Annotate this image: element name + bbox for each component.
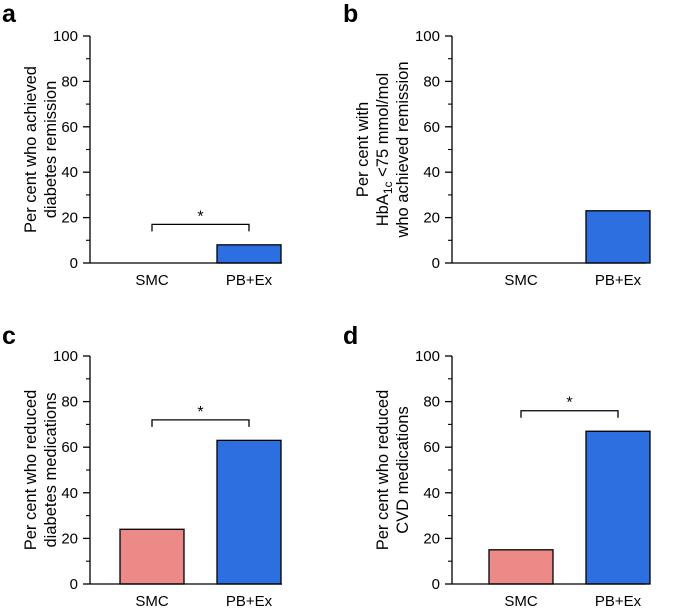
y-tick-label: 80 [423, 394, 440, 411]
y-tick-label: 60 [61, 439, 78, 456]
panel-letter: d [343, 322, 358, 350]
bar-pb-ex [216, 439, 282, 585]
y-tick-label: 100 [415, 348, 440, 365]
y-tick-label: 40 [423, 485, 440, 502]
significance-bracket [151, 223, 250, 232]
y-tick-label: 40 [61, 485, 78, 502]
y-tick-label: 100 [415, 28, 440, 45]
y-tick-label: 20 [61, 530, 78, 547]
x-category-label: PB+Ex [226, 272, 273, 289]
y-tick-label: 0 [70, 255, 78, 272]
y-axis-label: Per cent who reduced CVD medications [374, 390, 412, 551]
panel-c: c 0 20 40 60 80 100 SMC PB+Ex Per cent who reduce… [2, 322, 282, 610]
significance-marker: * [197, 404, 203, 421]
y-tick-label: 0 [432, 576, 440, 593]
bar-smc [119, 528, 185, 585]
y-tick-label: 20 [423, 210, 440, 227]
panel-d: d 0 20 40 60 80 100 SMC PB+Ex Per cent who reduce… [343, 322, 651, 610]
x-category-label: SMC [135, 272, 169, 289]
x-category-label: SMC [504, 593, 538, 610]
y-tick-label: 0 [70, 576, 78, 593]
bar-pb-ex [216, 244, 282, 264]
y-axis-label: Per cent withHbA1c <75 mmol/mol who achie… [354, 61, 412, 238]
panel-letter: c [2, 322, 16, 350]
x-category-label: PB+Ex [595, 593, 642, 610]
y-axis-label: Per cent who reduced diabetes medications [22, 390, 60, 551]
y-tick-label: 100 [53, 348, 78, 365]
y-tick-label: 20 [61, 210, 78, 227]
bar-pb-ex [585, 210, 651, 264]
y-tick-label: 80 [61, 394, 78, 411]
bar-pb-ex [585, 430, 651, 585]
significance-bracket [520, 410, 619, 418]
panel-letter: b [343, 0, 358, 28]
y-tick-label: 100 [53, 28, 78, 45]
panel-b: b 0 20 40 60 80 100 SMC PB+Ex Per cent withHbA1c … [343, 0, 651, 289]
y-tick-label: 20 [423, 530, 440, 547]
panel-letter: a [2, 0, 17, 28]
x-category-label: SMC [504, 272, 538, 289]
y-tick-label: 40 [61, 164, 78, 181]
y-axis-label: Per cent who achieved diabetes remission [22, 66, 60, 233]
x-category-label: PB+Ex [226, 593, 273, 610]
y-tick-label: 60 [423, 439, 440, 456]
y-tick-label: 60 [61, 119, 78, 136]
y-tick-label: 80 [61, 73, 78, 90]
y-tick-label: 0 [432, 255, 440, 272]
panel-a: a 0 20 40 60 80 100 SMC PB+Ex Per cent who achiev… [2, 0, 282, 289]
y-tick-label: 60 [423, 119, 440, 136]
significance-marker: * [566, 395, 572, 412]
significance-bracket [151, 419, 250, 427]
bar-smc [488, 549, 554, 585]
y-tick-label: 40 [423, 164, 440, 181]
significance-marker: * [197, 208, 203, 225]
x-category-label: PB+Ex [595, 272, 642, 289]
y-tick-label: 80 [423, 73, 440, 90]
x-category-label: SMC [135, 593, 169, 610]
